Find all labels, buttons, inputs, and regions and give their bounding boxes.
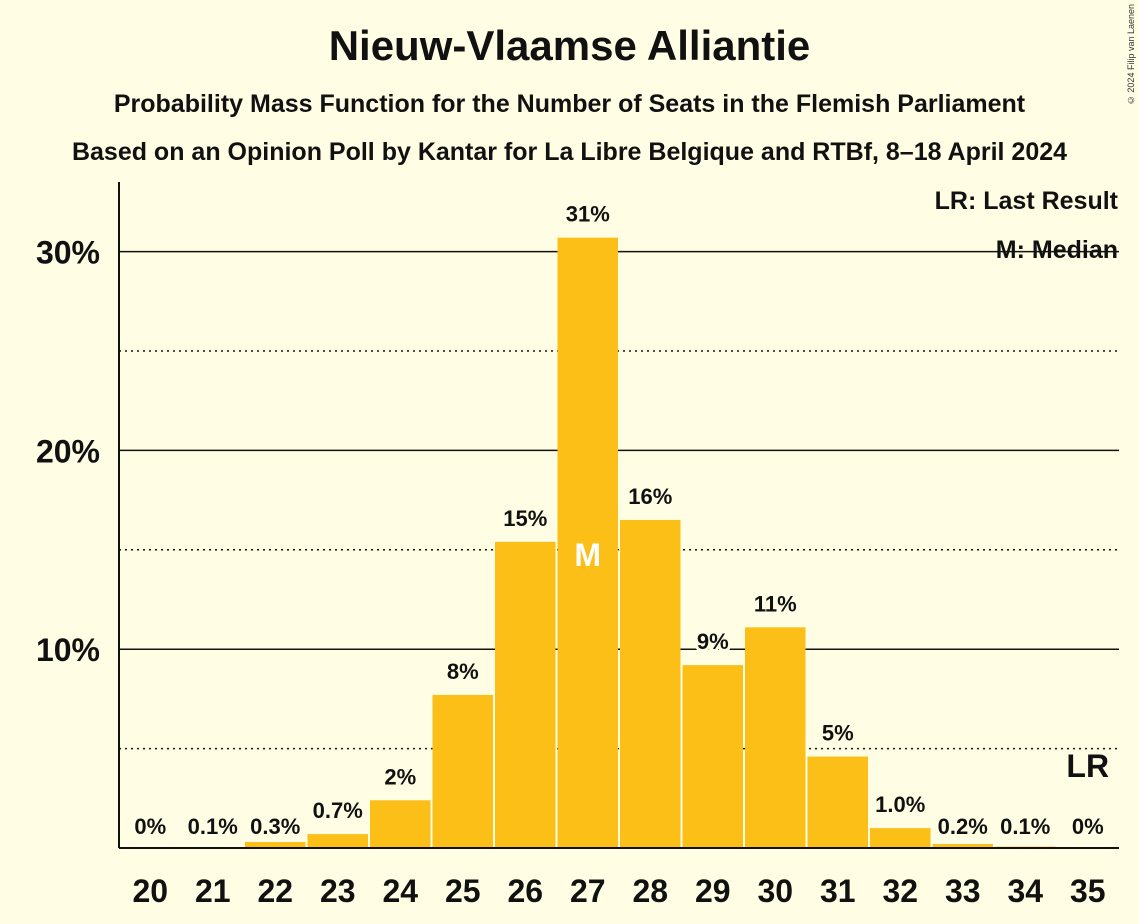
bar (807, 756, 868, 848)
y-tick-label: 10% (36, 632, 100, 668)
bar-value-label: 0% (1072, 814, 1104, 839)
x-tick-label: 31 (820, 873, 856, 909)
gridlines (119, 250, 1119, 750)
x-tick-label: 21 (195, 873, 231, 909)
bars (182, 237, 1056, 849)
x-tick-label: 30 (757, 873, 793, 909)
axes (118, 182, 1119, 849)
bar (870, 828, 931, 848)
bar (370, 800, 431, 848)
bar-value-label: 9% (697, 629, 729, 654)
y-tick-label: 20% (36, 433, 100, 469)
legend-median: M: Median (996, 236, 1118, 264)
chart-source: Based on an Opinion Poll by Kantar for L… (71, 138, 1068, 166)
x-tick-label: 34 (1007, 873, 1043, 909)
bar-value-label: 5% (822, 721, 854, 746)
median-marker: M (574, 537, 601, 573)
x-tick-label: 32 (882, 873, 918, 909)
legend-last-result: LR: Last Result (935, 187, 1119, 215)
x-tick-label: 29 (695, 873, 731, 909)
bar-value-label: 8% (447, 659, 479, 684)
x-tick-label: 35 (1070, 873, 1106, 909)
x-tick-label: 28 (632, 873, 668, 909)
bar (932, 844, 993, 848)
bar-value-label: 0.1% (188, 814, 238, 839)
bar (307, 834, 368, 848)
bar-value-label: 0.1% (1000, 814, 1050, 839)
chart-title: Nieuw-Vlaamse Alliantie (328, 22, 811, 69)
bar-value-label: 1.0% (875, 792, 925, 817)
x-tick-label: 25 (445, 873, 481, 909)
bar-value-label: 16% (628, 484, 672, 509)
bar (745, 627, 806, 848)
bar (557, 237, 618, 849)
bar (245, 842, 306, 848)
bar-value-label: 31% (566, 202, 610, 227)
legend: LR: Last Result M: Median (935, 187, 1119, 264)
chart-subtitle: Probability Mass Function for the Number… (113, 90, 1026, 118)
x-tick-label: 26 (507, 873, 543, 909)
bar (682, 665, 743, 848)
bar-value-label: 0.2% (938, 814, 988, 839)
x-tick-label: 27 (570, 873, 606, 909)
x-tick-label: 20 (132, 873, 168, 909)
last-result-marker: LR (1066, 748, 1109, 784)
bar-value-label: 2% (384, 764, 416, 789)
x-tick-label: 23 (320, 873, 356, 909)
bar (495, 541, 556, 848)
bar-labels: 0% 0.1% 0.3% 0.7% 2% 8% 15% 31% M 16% 9% 11% 5% 1.0% 0… (131, 199, 1109, 842)
bar-value-label: 0.7% (313, 798, 363, 823)
bar-value-label: 0.3% (250, 814, 300, 839)
x-tick-label: 22 (257, 873, 293, 909)
y-tick-labels: 10% 20% 30% (36, 235, 100, 669)
bar-value-label: 11% (754, 591, 797, 616)
x-tick-label: 24 (382, 873, 418, 909)
bar (432, 694, 493, 848)
bar (620, 519, 681, 848)
y-tick-label: 30% (36, 235, 100, 271)
bar-value-label: 15% (503, 506, 547, 531)
x-tick-labels: 20 21 22 23 24 25 26 27 28 29 30 31 32 33 34 35 (132, 873, 1105, 909)
x-tick-label: 33 (945, 873, 981, 909)
bar-value-label: 0% (134, 814, 166, 839)
